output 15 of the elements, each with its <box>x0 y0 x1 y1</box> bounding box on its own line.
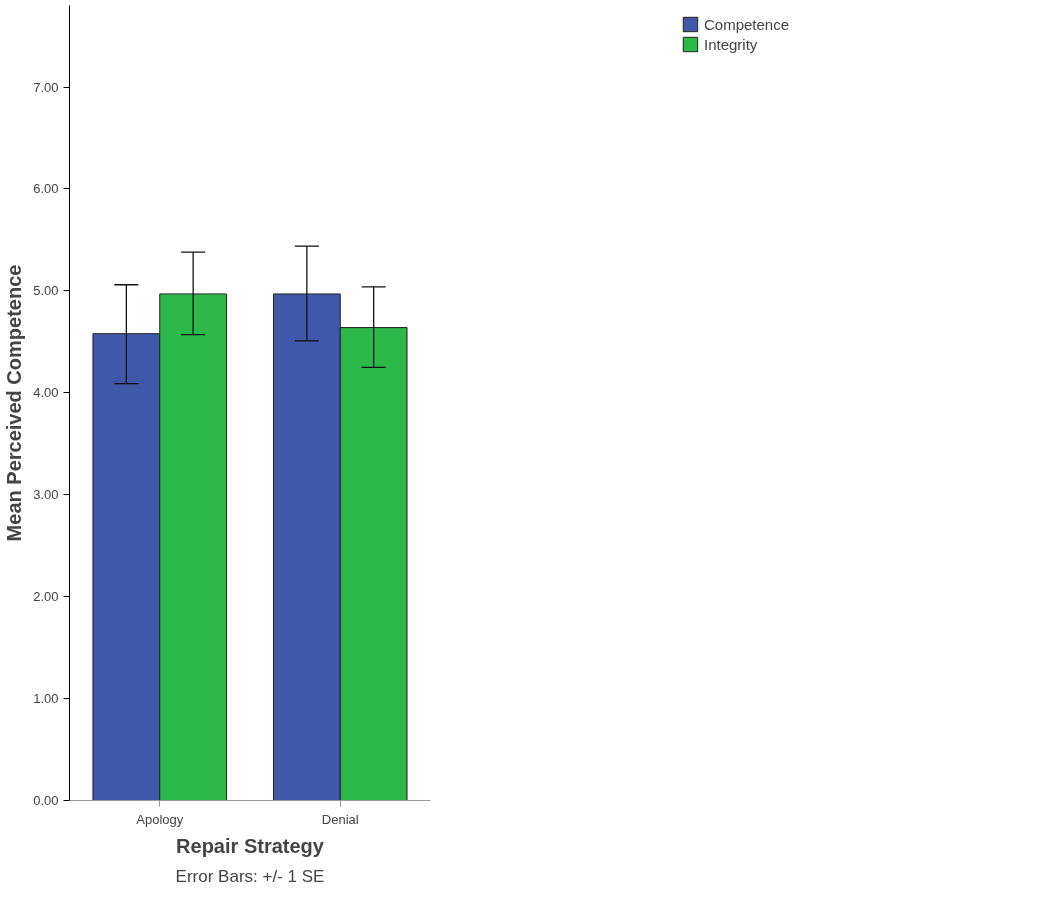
y-tick-label: 3.00 <box>33 487 59 503</box>
y-tick-label: 5.00 <box>33 283 59 299</box>
y-tick-label: 1.00 <box>33 691 59 707</box>
legend-label: Integrity <box>703 35 758 53</box>
y-axis-title: Mean Perceived Competence <box>3 264 26 542</box>
y-tick-label: 0.00 <box>33 793 59 808</box>
text: Error Bars: +/- 1 SE <box>175 866 325 886</box>
y-tick-label: 6.00 <box>33 181 59 197</box>
legend-label: Competence <box>703 15 790 33</box>
y-tick-label: 2.00 <box>33 589 59 605</box>
y-tick-label: 7.00 <box>33 79 59 95</box>
x-axis-title: Repair Strategy <box>176 834 325 857</box>
x-tick-label: Denial <box>321 811 359 827</box>
x-tick-label: Apology <box>136 811 184 827</box>
y-tick-label: 4.00 <box>33 385 59 401</box>
